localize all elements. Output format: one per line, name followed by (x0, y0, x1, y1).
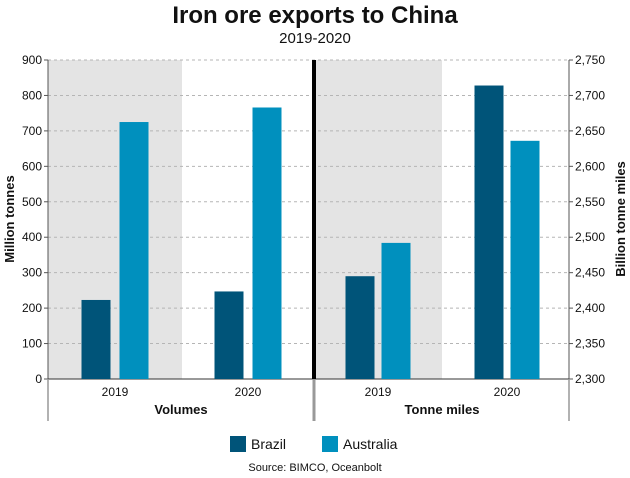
legend-label-brazil: Brazil (251, 436, 286, 452)
left-tick-label: 800 (22, 88, 42, 102)
x-tick-label: 2019 (365, 385, 392, 399)
bar-tonne-miles-brazil-2020 (474, 85, 504, 380)
right-tick-label: 2,500 (575, 230, 605, 244)
left-tick-label: 200 (22, 301, 42, 315)
right-tick-label: 2,600 (575, 159, 605, 173)
x-tick-label: 2020 (494, 385, 521, 399)
right-tick-label: 2,750 (575, 53, 605, 67)
left-tick-label: 500 (22, 195, 42, 209)
left-tick-label: 0 (35, 372, 42, 386)
bar-tonne-miles-brazil-2019 (345, 276, 375, 379)
legend-label-australia: Australia (343, 436, 398, 452)
chart-subtitle: 2019-2020 (279, 30, 351, 47)
left-tick-label: 100 (22, 337, 42, 351)
shade-tonne-miles-2019 (316, 60, 442, 379)
left-tick-label: 400 (22, 230, 42, 244)
group-label-tonne-miles: Tonne miles (405, 402, 480, 417)
right-tick-label: 2,350 (575, 337, 605, 351)
chart-title: Iron ore exports to China (172, 2, 458, 29)
shade-volumes-2019 (48, 60, 182, 379)
right-tick-label: 2,700 (575, 88, 605, 102)
right-tick-label: 2,400 (575, 301, 605, 315)
bar-tonne-miles-australia-2020 (510, 140, 540, 379)
left-tick-label: 600 (22, 159, 42, 173)
left-tick-label: 700 (22, 124, 42, 138)
group-label-volumes: Volumes (154, 402, 207, 417)
bar-volumes-australia-2019 (119, 122, 149, 380)
legend-swatch-brazil (230, 436, 246, 452)
bar-volumes-brazil-2019 (81, 299, 111, 379)
right-tick-label: 2,450 (575, 266, 605, 280)
source-note: Source: BIMCO, Oceanbolt (248, 462, 382, 474)
left-axis-title: Million tonnes (2, 175, 17, 262)
x-tick-label: 2019 (102, 385, 129, 399)
bar-volumes-brazil-2020 (214, 291, 244, 379)
right-tick-label: 2,300 (575, 372, 605, 386)
legend-swatch-australia (322, 436, 338, 452)
right-tick-label: 2,650 (575, 124, 605, 138)
right-axis-title: Billion tonne miles (613, 161, 628, 277)
right-tick-label: 2,550 (575, 195, 605, 209)
bar-volumes-australia-2020 (252, 107, 282, 380)
left-tick-label: 300 (22, 266, 42, 280)
x-tick-label: 2020 (235, 385, 262, 399)
left-tick-label: 900 (22, 53, 42, 67)
bar-tonne-miles-australia-2019 (381, 242, 411, 379)
